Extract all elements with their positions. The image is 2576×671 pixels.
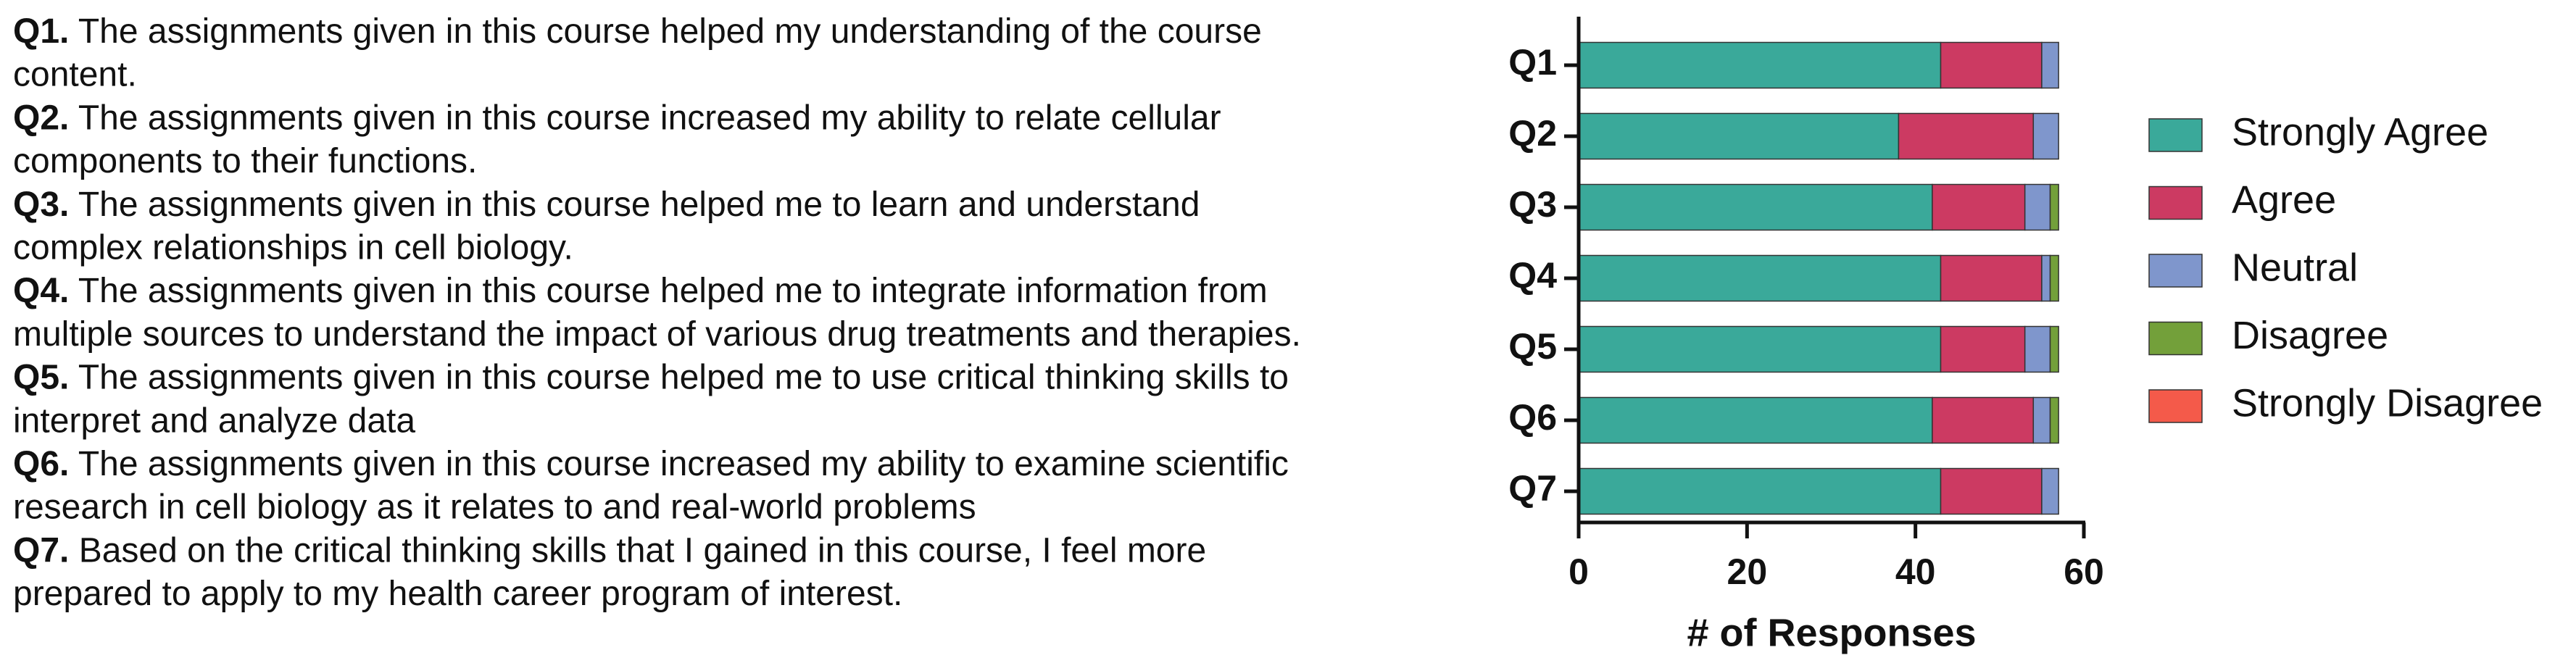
question-label: Q5. [13,358,69,396]
bar-segment [1578,112,1900,160]
bar-segment [2049,254,2059,302]
question-label: Q4. [13,272,69,310]
legend-swatch [2148,389,2203,423]
question-text: components to their functions. [13,142,477,180]
legend-swatch [2148,118,2203,152]
question-text: content. [13,55,137,93]
question-line: Q1. The assignments given in this course… [13,12,1262,51]
y-tick-label: Q6 [1508,397,1557,438]
question-text: The assignments given in this course inc… [78,99,1221,137]
legend-swatch [2148,254,2203,288]
question-label: Q3. [13,185,69,223]
bar-segment [2024,183,2051,231]
x-axis-title: # of Responses [1687,611,1976,654]
chart: # of Responses Q1 Q2 Q3 Q4 Q5 Q6 Q7 0 20 40 60 Stro… [1508,17,2543,654]
bar-segment [1940,325,2026,373]
question-line: Q7. Based on the critical thinking skill… [13,531,1206,570]
question-line: content. [13,55,137,93]
legend-label: Disagree [2232,314,2388,357]
bar-segment [1932,183,2026,231]
y-tick-label: Q3 [1508,184,1557,225]
question-text: Based on the critical thinking skills th… [79,531,1206,570]
y-tick-label: Q1 [1508,42,1557,83]
question-text: prepared to apply to my health career pr… [13,575,902,613]
question-line: Q2. The assignments given in this course… [13,99,1221,137]
legend-swatch [2148,186,2203,220]
bar-segment [1578,396,1933,444]
bar-segment [2049,396,2059,444]
question-line: prepared to apply to my health career pr… [13,575,902,613]
question-line: interpret and analyze data [13,401,415,440]
question-text: multiple sources to understand the impac… [13,315,1301,354]
question-line: complex relationships in cell biology. [13,228,573,267]
question-label: Q6. [13,445,69,483]
question-text: The assignments given in this course hel… [78,272,1268,310]
bar-segment [2041,41,2059,89]
y-tick-label: Q4 [1508,255,1557,296]
bar-segment [2032,396,2051,444]
question-text: research in cell biology as it relates t… [13,488,976,526]
legend-label: Strongly Disagree [2232,381,2543,425]
bar-segment [1578,467,1942,515]
y-tick-label: Q5 [1508,326,1557,367]
bar-segment [1578,183,1933,231]
question-line: multiple sources to understand the impac… [13,315,1301,354]
bar-segment [1578,254,1942,302]
bar-segment [2049,183,2059,231]
bar-segment [1578,41,1942,89]
question-line: Q3. The assignments given in this course… [13,185,1200,223]
bar-segment [1898,112,2035,160]
question-label: Q2. [13,99,69,137]
legend-swatch [2148,321,2203,356]
bar-segment [1940,467,2043,515]
question-text: The assignments given in this course hel… [78,358,1289,396]
bar-segment [1940,254,2043,302]
legend-label: Agree [2232,178,2336,222]
legend-label: Neutral [2232,246,2358,289]
x-tick-label: 40 [1895,551,1936,592]
y-tick-label: Q7 [1508,468,1557,509]
question-line: Q5. The assignments given in this course… [13,358,1289,396]
question-line: research in cell biology as it relates t… [13,488,976,526]
x-tick-label: 60 [2064,551,2104,592]
question-line: Q6. The assignments given in this course… [13,445,1289,483]
bar-segment [2049,325,2059,373]
question-text: The assignments given in this course inc… [78,445,1289,483]
question-list: Q1. The assignments given in this course… [13,12,1301,613]
x-tick-label: 20 [1727,551,1768,592]
question-text: complex relationships in cell biology. [13,228,573,267]
question-text: interpret and analyze data [13,401,415,440]
question-text: The assignments given in this course hel… [78,12,1262,51]
question-label: Q1. [13,12,69,51]
y-tick-label: Q2 [1508,113,1557,154]
question-line: Q4. The assignments given in this course… [13,272,1268,310]
bar-segment [1932,396,2035,444]
question-label: Q7. [13,531,69,570]
bar-segment [2032,112,2059,160]
question-text: The assignments given in this course hel… [78,185,1200,223]
bar-segment [1940,41,2043,89]
x-tick-label: 0 [1569,551,1589,592]
bar-segment [2041,467,2059,515]
bar-segment [2041,254,2051,302]
bar-segment [1578,325,1942,373]
bar-segment [2024,325,2051,373]
question-line: components to their functions. [13,142,477,180]
legend-label: Strongly Agree [2232,110,2488,154]
